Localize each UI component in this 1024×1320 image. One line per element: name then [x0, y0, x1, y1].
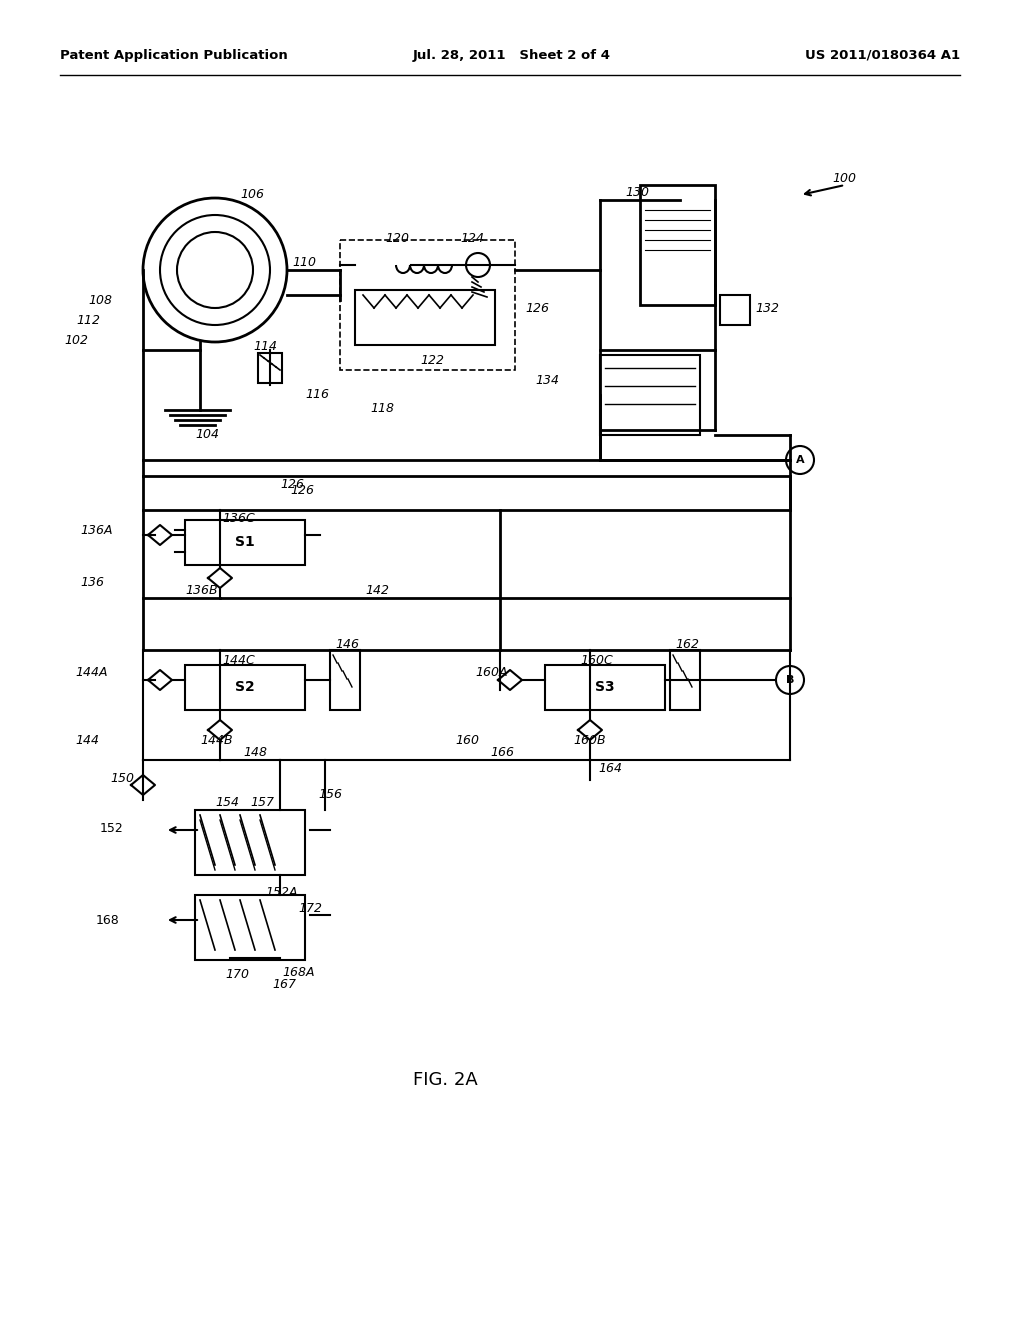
Text: 106: 106 [240, 189, 264, 202]
Text: 157: 157 [250, 796, 274, 809]
Text: 100: 100 [831, 172, 856, 185]
Text: US 2011/0180364 A1: US 2011/0180364 A1 [805, 49, 961, 62]
Bar [185, 520, 305, 565]
Text: 162: 162 [675, 639, 699, 652]
Text: 167: 167 [272, 978, 296, 991]
Text: Patent Application Publication: Patent Application Publication [60, 49, 288, 62]
Text: 144A: 144A [75, 667, 108, 680]
Text: 144B: 144B [200, 734, 232, 747]
Text: 120: 120 [385, 231, 409, 244]
Text: 172: 172 [298, 902, 322, 915]
Text: FIG. 2A: FIG. 2A [413, 1071, 477, 1089]
Text: 168A: 168A [282, 965, 314, 978]
Text: S3: S3 [595, 680, 614, 694]
Text: 126: 126 [280, 479, 304, 491]
Text: 112: 112 [76, 314, 100, 326]
Text: 152: 152 [100, 821, 124, 834]
Text: 108: 108 [88, 293, 112, 306]
Text: 146: 146 [335, 639, 359, 652]
Text: 104: 104 [195, 429, 219, 441]
Bar [670, 649, 700, 710]
Bar [355, 290, 495, 345]
Text: 148: 148 [243, 746, 267, 759]
Text: 160C: 160C [580, 655, 612, 668]
Text: 136C: 136C [222, 511, 255, 524]
Bar [195, 810, 305, 875]
Text: 132: 132 [755, 301, 779, 314]
Text: 126: 126 [290, 483, 314, 496]
Bar [340, 240, 515, 370]
Text: 126: 126 [525, 301, 549, 314]
Bar [195, 895, 305, 960]
Text: 130: 130 [625, 186, 649, 199]
Text: 170: 170 [225, 969, 249, 982]
Bar [258, 352, 282, 383]
Text: 160: 160 [455, 734, 479, 747]
Text: 116: 116 [305, 388, 329, 401]
Text: 152A: 152A [265, 887, 298, 899]
Text: 156: 156 [318, 788, 342, 801]
Text: 144: 144 [75, 734, 99, 747]
Text: 154: 154 [215, 796, 239, 809]
Text: 122: 122 [420, 354, 444, 367]
Text: 136B: 136B [185, 583, 218, 597]
Text: 168: 168 [96, 913, 120, 927]
Text: 136: 136 [80, 577, 104, 590]
Text: 166: 166 [490, 746, 514, 759]
Text: B: B [785, 675, 795, 685]
Text: 136A: 136A [80, 524, 113, 536]
Text: 160B: 160B [573, 734, 605, 747]
Text: 110: 110 [292, 256, 316, 268]
Bar [720, 294, 750, 325]
Bar [185, 665, 305, 710]
Bar [640, 185, 715, 305]
Text: A: A [796, 455, 804, 465]
Text: 134: 134 [535, 374, 559, 387]
Text: 150: 150 [110, 771, 134, 784]
Bar [600, 355, 700, 436]
Text: Jul. 28, 2011   Sheet 2 of 4: Jul. 28, 2011 Sheet 2 of 4 [413, 49, 611, 62]
Bar [545, 665, 665, 710]
Text: 124: 124 [460, 231, 484, 244]
Text: 118: 118 [370, 401, 394, 414]
Text: 144C: 144C [222, 655, 255, 668]
Text: 142: 142 [365, 583, 389, 597]
Bar [330, 649, 360, 710]
Text: 160A: 160A [475, 667, 508, 680]
Text: 164: 164 [598, 762, 622, 775]
Text: S2: S2 [236, 680, 255, 694]
Text: 114: 114 [253, 341, 278, 354]
Text: S1: S1 [236, 535, 255, 549]
Text: 102: 102 [63, 334, 88, 346]
